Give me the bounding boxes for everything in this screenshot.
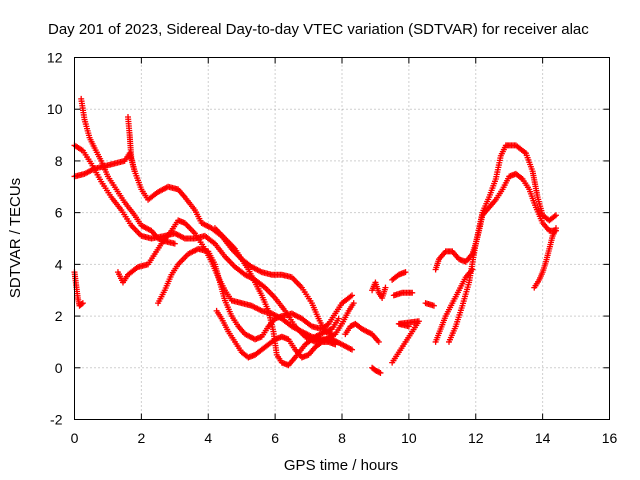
x-tick-label: 4 [204,430,212,446]
data-point [131,168,138,175]
data-point [402,269,409,276]
y-tick-label: 4 [55,256,63,272]
series-track-4 [125,113,138,175]
y-tick-label: 2 [55,308,63,324]
data-points [71,95,559,376]
data-point [350,300,357,307]
series-track-14 [369,364,384,376]
data-point [349,292,356,299]
y-axis-title: SDTVAR / TECUs [7,178,24,298]
x-tick-label: 14 [535,430,551,446]
series-track-8 [213,307,339,361]
data-point [171,240,178,247]
data-point [78,301,85,308]
series-track-19 [446,142,559,345]
y-tick-label: 12 [47,50,63,66]
tick-labels: 0 2 4 6 8 10 12 14 16 -2 0 2 4 6 8 10 12 [47,50,618,447]
y-tick-label: 10 [47,101,63,117]
series-track-13 [342,320,382,345]
data-point [79,300,86,307]
x-tick-label: 8 [338,430,346,446]
series-track-11 [389,269,409,283]
data-point [405,323,412,330]
data-point [553,225,559,232]
y-tick-label: -2 [50,412,63,428]
data-point [409,289,416,296]
x-tick-label: 16 [602,430,618,446]
series-track-10 [369,279,389,301]
data-point [332,341,339,348]
series-track-20 [531,225,559,291]
data-point [430,302,437,309]
data-point [349,346,356,353]
y-tick-label: 0 [55,360,63,376]
series-track-15 [389,318,422,366]
data-point [317,339,324,346]
y-tick-label: 6 [55,205,63,221]
chart-title: Day 201 of 2023, Sidereal Day-to-day VTE… [48,21,589,38]
y-tick-label: 8 [55,153,63,169]
x-tick-label: 0 [71,430,79,446]
data-point [377,369,384,376]
data-point [324,321,331,328]
x-axis-title: GPS time / hours [284,457,398,474]
series-track-3 [78,95,178,247]
data-point [328,331,335,338]
plot-frame [74,57,610,420]
x-tick-label: 2 [137,430,145,446]
data-point [553,212,559,219]
x-tick-label: 10 [401,430,417,446]
data-point [551,213,558,220]
data-point [375,338,382,345]
data-point [335,315,342,322]
data-point [518,174,525,181]
x-tick-label: 12 [468,430,484,446]
series-track-6 [155,245,356,343]
series-track-12 [390,289,416,299]
series-track-16 [422,300,437,309]
x-tick-label: 6 [271,430,279,446]
data-point [382,284,389,291]
